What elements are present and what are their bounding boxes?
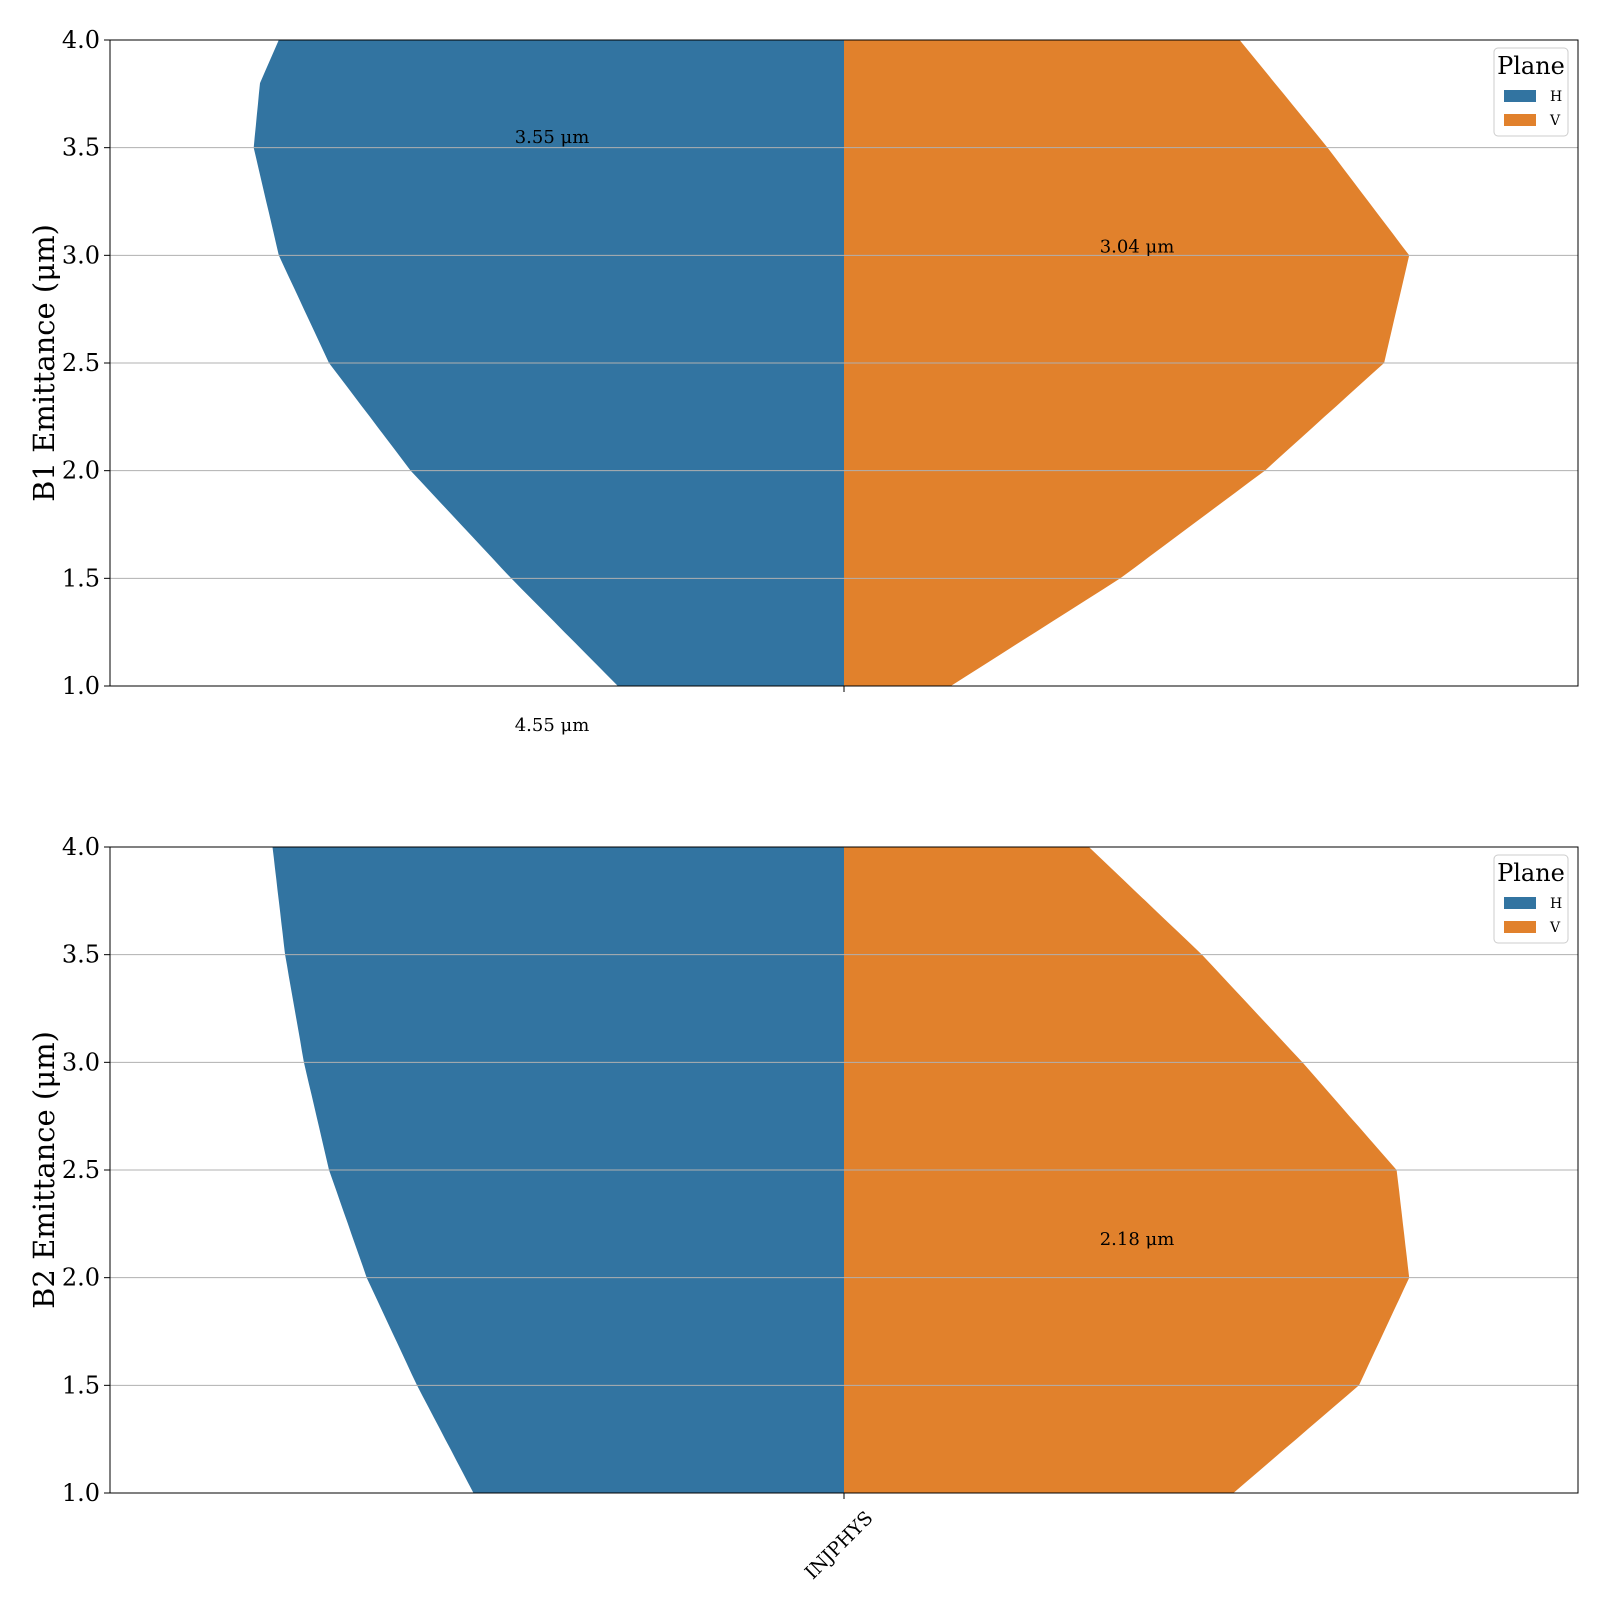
- y-tick-label: 1.0: [62, 1479, 100, 1507]
- median-annotation: 3.04 μm: [1100, 237, 1175, 258]
- legend-swatch-v: [1504, 114, 1536, 126]
- legend-label-h: H: [1550, 896, 1562, 912]
- y-tick-label: 2.0: [62, 457, 100, 485]
- y-tick-label: 3.0: [62, 241, 100, 269]
- legend-swatch-h: [1504, 897, 1536, 909]
- y-tick-label: 4.0: [62, 26, 100, 54]
- y-tick-label: 3.5: [62, 134, 100, 162]
- legend-label-v: V: [1549, 113, 1561, 129]
- y-tick-label: 2.5: [62, 1156, 100, 1184]
- y-tick-label: 3.5: [62, 941, 100, 969]
- y-tick-label: 1.5: [62, 1371, 100, 1399]
- y-tick-label: 2.5: [62, 349, 100, 377]
- legend: Plane HV: [1493, 47, 1569, 137]
- x-category-label: INJPHYS: [801, 1507, 878, 1584]
- median-annotation: 3.55 μm: [515, 127, 590, 148]
- y-tick-label: 3.0: [62, 1048, 100, 1076]
- chart-panel-1: 1.0 1.5 2.0 2.5 3.0 3.5 4.0 B1 Emittance (μm) 3.…: [27, 26, 1579, 736]
- legend-title: Plane: [1497, 52, 1565, 80]
- y-axis-label: B2 Emittance (μm): [27, 1031, 61, 1309]
- y-axis-label: B1 Emittance (μm): [27, 224, 61, 502]
- chart-panel-2: 1.0 1.5 2.0 2.5 3.0 3.5 4.0 B2 Emittance (μm) IN…: [27, 833, 1579, 1584]
- y-tick-label: 1.0: [62, 672, 100, 700]
- median-annotation: 4.55 μm: [515, 715, 590, 736]
- y-tick-label: 2.0: [62, 1264, 100, 1292]
- legend-title: Plane: [1497, 859, 1565, 887]
- y-tick-label: 4.0: [62, 833, 100, 861]
- legend-swatch-h: [1504, 90, 1536, 102]
- legend-label-h: H: [1550, 89, 1562, 105]
- legend-label-v: V: [1549, 920, 1561, 936]
- legend: Plane HV: [1493, 854, 1569, 944]
- legend-swatch-v: [1504, 921, 1536, 933]
- y-tick-label: 1.5: [62, 564, 100, 592]
- median-annotation: 2.18 μm: [1100, 1229, 1175, 1250]
